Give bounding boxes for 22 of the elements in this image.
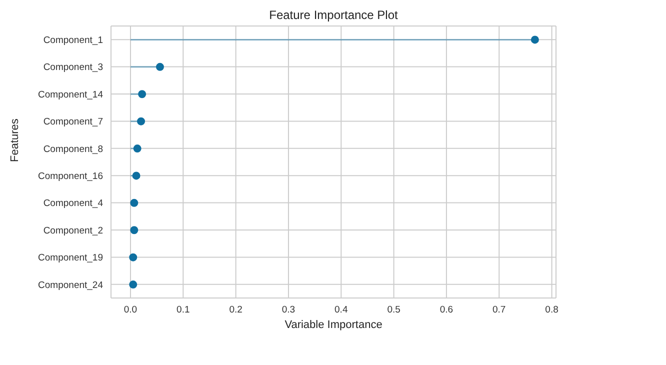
x-tick-label: 0.1 <box>176 304 190 316</box>
x-tick-label: 0.6 <box>440 304 454 316</box>
x-tick-label: 0.5 <box>387 304 400 316</box>
y-tick-label: Component_24 <box>38 280 103 291</box>
y-tick-label: Component_16 <box>38 170 103 182</box>
y-tick-label: Component_14 <box>38 89 103 100</box>
y-tick-label: Component_8 <box>43 144 103 155</box>
y-tick-label: Component_4 <box>43 198 103 210</box>
y-tick-label: Component_1 <box>43 34 103 46</box>
x-tick-label: 0.4 <box>334 304 348 316</box>
x-axis-title: Variable Importance <box>284 319 382 331</box>
y-axis-title: Features <box>8 118 21 162</box>
y-tick-label: Component_19 <box>38 252 103 264</box>
y-tick-label: Component_7 <box>43 116 103 128</box>
y-tick-label: Component_2 <box>43 225 103 236</box>
x-tick-label: 0.3 <box>282 304 296 316</box>
chart-title: Feature Importance Plot <box>268 8 399 22</box>
x-tick-label: 0.8 <box>545 304 558 316</box>
x-tick-label: 0.0 <box>124 304 138 316</box>
y-tick-label: Component_3 <box>43 62 103 74</box>
x-tick-label: 0.2 <box>229 304 242 316</box>
x-tick-label: 0.7 <box>492 304 506 316</box>
